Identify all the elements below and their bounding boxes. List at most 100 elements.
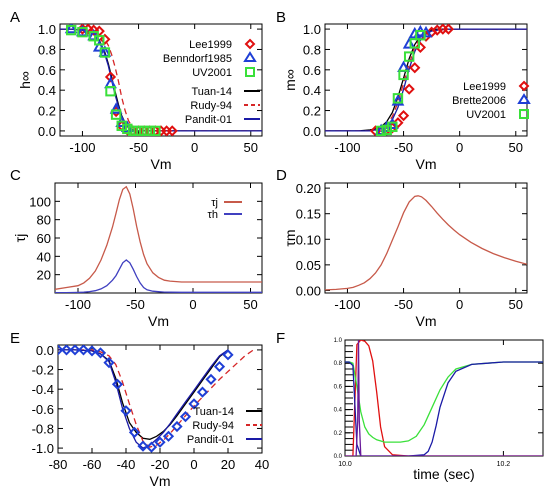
marker-diamond <box>69 345 81 356</box>
y-tick-label: 0.05 <box>296 258 321 273</box>
marker-square <box>387 121 398 133</box>
legend-item: UV2001 <box>466 109 529 121</box>
series-line <box>55 259 262 293</box>
y-tick-label: 0.2 <box>38 104 56 119</box>
panel-letter: D <box>276 167 287 184</box>
marker-diamond <box>137 440 149 452</box>
y-tick-label: 60 <box>37 231 51 246</box>
marker-square <box>116 120 127 132</box>
plot-area <box>345 340 543 456</box>
legend-item: Benndorf1985 <box>163 51 257 65</box>
marker-diamond <box>166 125 178 136</box>
marker-square <box>105 86 116 97</box>
y-tick-label: -0.4 <box>32 382 54 397</box>
x-tick-label: -50 <box>126 297 145 312</box>
legend-label: τh <box>208 209 218 221</box>
series-line <box>325 195 527 291</box>
y-axis-label: τm <box>282 229 298 246</box>
legend-item: Lee1999 <box>463 80 530 93</box>
plot-area <box>325 195 527 291</box>
x-axis-label: time (sec) <box>413 466 474 482</box>
marker-square <box>144 125 155 136</box>
y-tick-label: 0.8 <box>303 42 321 57</box>
x-axis-label: Vm <box>416 313 437 329</box>
x-tick-label: -100 <box>334 297 360 312</box>
y-tick-label: 0.6 <box>38 63 56 78</box>
series-line <box>55 185 262 290</box>
y-tick-label: 0.8 <box>38 42 56 57</box>
marker-diamond <box>58 345 64 356</box>
y-tick-label: 40 <box>37 249 51 264</box>
legend-item: Rudy-94 <box>190 100 260 112</box>
y-tick-label: 0.10 <box>296 232 321 247</box>
y-tick-label: 0.2 <box>334 431 343 437</box>
legend-label: Benndorf1985 <box>163 53 232 65</box>
y-tick-label: -0.2 <box>32 363 54 378</box>
marker-square <box>403 51 415 62</box>
marker-diamond <box>145 441 158 453</box>
marker-diamond <box>77 345 90 356</box>
x-tick-label: -50 <box>394 297 413 312</box>
plot-area <box>55 185 262 293</box>
marker-diamond <box>392 117 404 129</box>
panel-a: A -100 -50 0 50 0.0 0.2 0.4 0.6 0.8 1.0 Vm h∞ Lee1999… <box>10 9 263 172</box>
marker-diamond <box>179 411 192 423</box>
marker-diamond <box>414 41 427 54</box>
marker-diamond <box>409 62 421 74</box>
marker-square <box>127 125 139 136</box>
y-tick-label: 1.0 <box>303 22 321 37</box>
x-tick-label: -20 <box>151 457 170 472</box>
legend-item: Rudy-94 <box>192 420 262 432</box>
y-tick-label: 100 <box>29 194 51 209</box>
y-tick-label: -1.0 <box>32 441 54 456</box>
plot-area <box>58 345 254 453</box>
panel-letter: A <box>10 9 20 26</box>
x-tick-label: -50 <box>129 140 148 155</box>
legend-label: Rudy-94 <box>190 100 232 112</box>
legend-item: Brette2006 <box>452 93 531 107</box>
marker-diamond <box>99 33 111 45</box>
marker-diamond <box>86 345 98 357</box>
legend-square-swatch <box>519 109 529 119</box>
y-tick-label: 0.0 <box>334 454 343 460</box>
marker-triangle <box>64 24 78 34</box>
panel-letter: C <box>10 167 21 184</box>
marker-diamond <box>162 430 175 442</box>
y-tick-label: 0.8 <box>334 361 343 367</box>
marker-diamond <box>222 349 234 361</box>
marker-diamond <box>60 345 73 356</box>
legend-item: Pandit-01 <box>185 114 260 126</box>
plot-frame <box>324 23 528 137</box>
marker-square <box>77 26 88 38</box>
legend-item: UV2001 <box>192 67 255 79</box>
y-tick-label: 0.6 <box>334 384 343 390</box>
y-axis-label: h∞ <box>17 71 33 89</box>
marker-square <box>381 124 392 136</box>
x-tick-label: -50 <box>394 140 413 155</box>
y-tick-label: 80 <box>37 213 51 228</box>
y-tick-label: 0.00 <box>296 283 321 298</box>
y-tick-label: 0.20 <box>296 181 321 196</box>
marker-triangle <box>402 37 416 49</box>
marker-square <box>398 69 409 81</box>
panel-letter: F <box>276 330 285 347</box>
legend-label: Pandit-01 <box>187 434 234 446</box>
y-tick-label: 0.6 <box>303 63 321 78</box>
x-tick-label: -100 <box>334 140 360 155</box>
x-tick-label: 50 <box>509 297 523 312</box>
x-tick-label: 0 <box>191 140 198 155</box>
x-tick-label: 0 <box>456 140 463 155</box>
marker-square <box>66 24 77 36</box>
x-tick-label: 20 <box>221 457 235 472</box>
marker-square <box>110 109 122 120</box>
marker-diamond <box>171 420 183 433</box>
marker-diamond <box>103 357 115 369</box>
marker-triangle <box>109 102 123 114</box>
marker-square <box>122 123 133 135</box>
panel-f: F 10.0 10.2 0.0 0.2 0.4 0.6 0.8 1.0 time (sec) <box>276 330 544 482</box>
legend-item: Pandit-01 <box>187 434 262 446</box>
x-tick-label: -100 <box>69 140 95 155</box>
x-tick-label: -60 <box>83 457 102 472</box>
x-axis-label: Vm <box>151 156 172 172</box>
legend-item: τj <box>211 197 242 209</box>
